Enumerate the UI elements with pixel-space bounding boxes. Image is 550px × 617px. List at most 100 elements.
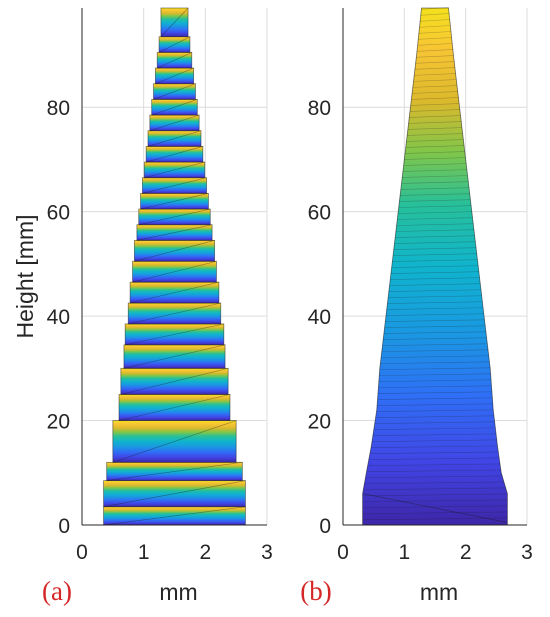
mesh-line bbox=[380, 361, 490, 364]
mesh-diagonal bbox=[138, 208, 211, 226]
mesh-line bbox=[383, 331, 487, 334]
mesh-line bbox=[379, 373, 491, 376]
panel-label: (a) bbox=[42, 576, 72, 606]
mesh-line bbox=[362, 493, 508, 497]
mesh-diagonal bbox=[106, 461, 243, 481]
mesh-line bbox=[383, 337, 487, 340]
mesh-line bbox=[402, 169, 468, 172]
mesh-diagonal bbox=[136, 224, 213, 241]
mesh-line bbox=[368, 457, 500, 461]
mesh-line bbox=[381, 349, 489, 352]
mesh-line bbox=[375, 415, 495, 418]
mesh-diagonal bbox=[146, 146, 203, 163]
mesh-line bbox=[382, 343, 488, 346]
mesh-diagonal bbox=[103, 506, 246, 526]
mesh-line bbox=[401, 181, 469, 184]
mesh-line bbox=[400, 193, 470, 196]
mesh-line bbox=[388, 295, 482, 298]
y-tick-label: 20 bbox=[47, 411, 70, 434]
mesh-line bbox=[418, 37, 452, 40]
layer-slab bbox=[118, 394, 231, 421]
x-axis-label: mm bbox=[159, 579, 197, 605]
panel-b: 0 1 2 3 0 20 40 60 80 mm (b) bbox=[300, 7, 533, 606]
mesh-line bbox=[419, 25, 451, 28]
mesh-diagonal bbox=[120, 367, 229, 395]
mesh-line bbox=[371, 445, 498, 449]
mesh-line bbox=[390, 271, 480, 274]
mesh-line bbox=[373, 427, 496, 430]
mesh-line bbox=[421, 7, 449, 10]
layer-slab bbox=[103, 480, 246, 508]
mesh-diagonal bbox=[134, 240, 215, 262]
mesh-line bbox=[377, 397, 493, 400]
mesh-line bbox=[395, 229, 475, 232]
mesh-line bbox=[381, 355, 489, 358]
mesh-diagonal bbox=[132, 260, 217, 283]
mesh-diagonal bbox=[125, 323, 224, 346]
y-tick-label: 0 bbox=[319, 515, 331, 538]
mesh-line bbox=[388, 289, 482, 292]
y-tick-label: 20 bbox=[308, 411, 331, 434]
mesh-diagonal bbox=[144, 161, 205, 179]
mesh-diagonal bbox=[118, 394, 231, 421]
mesh-line bbox=[420, 19, 450, 22]
mesh-line bbox=[406, 139, 464, 142]
mesh-line bbox=[399, 199, 471, 202]
mesh-line bbox=[393, 253, 477, 256]
mesh-line bbox=[362, 499, 508, 503]
mesh-line bbox=[402, 175, 468, 178]
mesh-diagonal bbox=[112, 420, 237, 463]
mesh-diagonal bbox=[123, 344, 226, 369]
mesh-line bbox=[414, 73, 456, 76]
mesh-diagonal bbox=[153, 83, 196, 100]
mesh-line bbox=[363, 487, 507, 491]
mesh-line bbox=[396, 223, 474, 226]
mesh-diagonal bbox=[130, 281, 219, 304]
y-tick-label: 60 bbox=[47, 202, 70, 225]
mesh-diagonal bbox=[140, 193, 209, 210]
y-tick-label: 0 bbox=[58, 515, 70, 538]
mesh-line bbox=[374, 421, 495, 424]
mesh-diagonal bbox=[147, 130, 202, 147]
mesh-line bbox=[385, 319, 485, 322]
y-tick-label: 40 bbox=[308, 306, 331, 329]
mesh-line bbox=[394, 241, 476, 244]
mesh-line bbox=[414, 67, 456, 70]
mesh-line bbox=[364, 481, 505, 485]
x-tick-label: 3 bbox=[521, 541, 533, 564]
mesh-diagonal bbox=[157, 52, 192, 69]
mesh-line bbox=[407, 133, 463, 136]
y-tick-label: 80 bbox=[308, 97, 331, 120]
x-tick-label: 2 bbox=[460, 541, 472, 564]
mesh-line bbox=[366, 469, 502, 473]
x-tick-label: 2 bbox=[199, 541, 211, 564]
mesh-line bbox=[367, 463, 501, 467]
x-tick-label: 0 bbox=[76, 541, 88, 564]
mesh-line bbox=[379, 367, 491, 370]
x-axis-label: mm bbox=[420, 579, 458, 605]
mesh-line bbox=[415, 61, 455, 64]
mesh-line bbox=[412, 91, 458, 94]
mesh-line bbox=[362, 517, 508, 521]
mesh-diagonal bbox=[155, 67, 194, 85]
mesh-line bbox=[384, 325, 486, 328]
tower-profile bbox=[362, 7, 508, 526]
mesh-line bbox=[376, 409, 494, 412]
mesh-line bbox=[377, 391, 493, 394]
mesh-diagonal bbox=[160, 7, 189, 37]
mesh-diagonal bbox=[142, 177, 207, 194]
mesh-line bbox=[416, 55, 454, 58]
layer-slab bbox=[120, 367, 229, 395]
mesh-line bbox=[409, 115, 461, 118]
mesh-line bbox=[418, 31, 452, 34]
mesh-line bbox=[398, 205, 472, 208]
mesh-line bbox=[420, 13, 450, 16]
mesh-diagonal bbox=[151, 99, 198, 116]
mesh-line bbox=[387, 301, 483, 304]
mesh-line bbox=[413, 79, 457, 82]
layer-slab bbox=[160, 7, 189, 38]
y-tick-label: 60 bbox=[308, 202, 331, 225]
mesh-line bbox=[412, 85, 458, 88]
mesh-line bbox=[416, 49, 454, 52]
x-tick-label: 1 bbox=[138, 541, 150, 564]
